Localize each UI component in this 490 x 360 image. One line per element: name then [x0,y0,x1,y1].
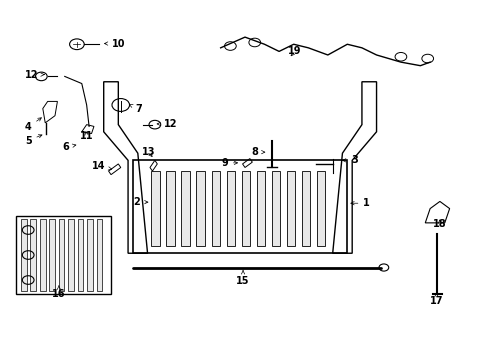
Bar [196,171,205,246]
Text: 9: 9 [221,158,238,168]
Text: 7: 7 [129,104,142,113]
Bar [40,219,46,291]
Text: 4: 4 [25,118,41,132]
Bar [226,171,235,246]
Text: 19: 19 [288,46,301,57]
Text: 5: 5 [25,135,42,146]
Bar [287,171,295,246]
Bar [181,171,190,246]
Bar [151,171,160,246]
Text: 17: 17 [430,293,443,306]
Text: 3: 3 [343,156,358,165]
Bar [257,171,265,246]
Text: 15: 15 [236,270,250,286]
Bar [272,171,280,246]
Text: 13: 13 [142,147,155,157]
Bar [78,219,83,291]
Bar [68,219,74,291]
Bar [302,171,310,246]
FancyBboxPatch shape [133,160,347,253]
Bar [16,216,111,294]
Bar [167,171,175,246]
Bar [49,219,55,291]
Text: 10: 10 [104,39,125,49]
Text: 1: 1 [351,198,370,208]
Text: 18: 18 [433,219,447,229]
Bar [242,171,250,246]
Bar [87,219,93,291]
Bar [59,219,65,291]
Text: 14: 14 [92,161,112,171]
Text: 8: 8 [251,147,265,157]
Text: 16: 16 [52,286,66,298]
Text: 11: 11 [80,131,94,141]
Bar [317,171,325,246]
Bar [97,219,102,291]
Text: 12: 12 [25,69,44,80]
Bar [30,219,36,291]
Text: 2: 2 [133,197,148,207]
Bar [21,219,26,291]
Text: 12: 12 [157,119,178,129]
Bar [212,171,220,246]
Text: 6: 6 [62,142,76,152]
